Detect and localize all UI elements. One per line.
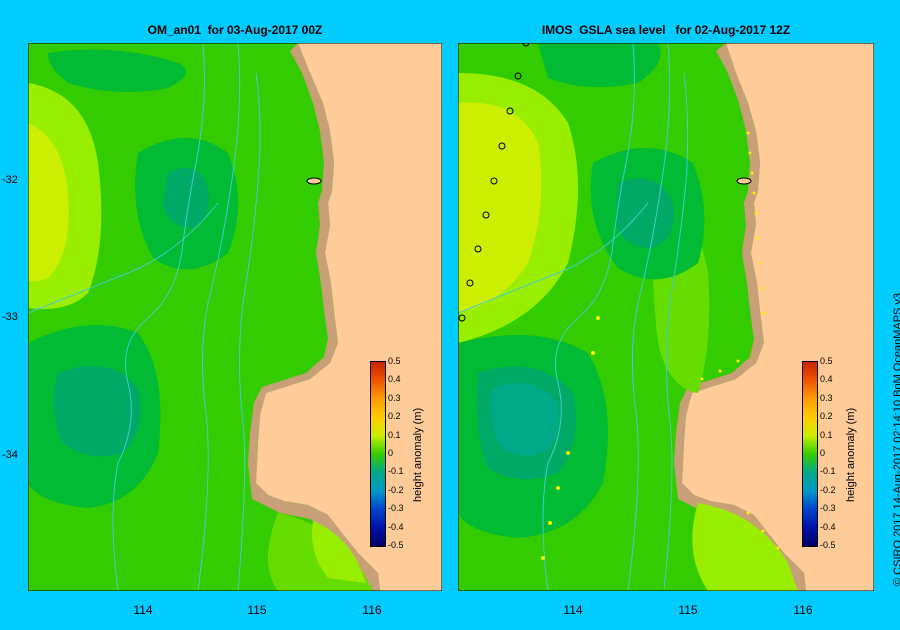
colorbar-tick-label: 0.1	[388, 429, 401, 440]
colorbar-title-left: height anomaly (m)	[412, 407, 424, 502]
colorbar-left	[370, 361, 386, 547]
lon-label-left-116: 116	[362, 603, 382, 617]
colorbar-tick-label: -0.5	[388, 540, 404, 550]
lat-label-34: -34	[2, 449, 18, 461]
colorbar-tick-label: 0.3	[388, 392, 401, 403]
colorbar-tick-label: 0.5	[388, 356, 401, 366]
colorbar-tick-label: -0.4	[820, 521, 836, 532]
colorbar-tick-label: 0	[388, 448, 394, 458]
colorbar-tick-label: -0.1	[820, 466, 836, 477]
credit-text: © CSIRO 2017 14-Aug-2017 02:14:10 BoM Oc…	[892, 292, 900, 586]
lon-label-right-115: 115	[678, 603, 698, 617]
colorbar-tick-label: 0.2	[820, 411, 833, 422]
colorbar-right	[802, 361, 818, 547]
colorbar-tick-label: -0.2	[820, 484, 836, 495]
colorbar-tick-label: -0.1	[388, 466, 404, 477]
anomaly-negative-southwest-inner	[491, 383, 559, 456]
colorbar-tick-label: 0.4	[820, 374, 833, 385]
colorbar-tick-label: -0.5	[820, 540, 836, 550]
panel-title-right: IMOS GSLA sea level for 02-Aug-2017 12Z	[541, 23, 791, 37]
anomaly-negative-north	[48, 49, 186, 92]
anomaly-negative-southwest-core	[54, 365, 141, 457]
bathymetry-contours	[458, 43, 689, 591]
colorbar-tick-label: 0.4	[388, 374, 401, 385]
altimeter-track-markers	[458, 43, 530, 322]
colorbar-tick-label: 0.2	[388, 411, 401, 422]
lon-label-right-114: 114	[563, 603, 583, 617]
lon-label-left-114: 114	[133, 603, 153, 617]
lat-label-32: -32	[2, 174, 18, 186]
anomaly-negative-north	[538, 43, 661, 87]
colorbar-tick-label: 0	[820, 448, 826, 458]
rottnest-island	[306, 177, 322, 185]
map-right-svg	[458, 43, 874, 591]
colorbar-tick-label: -0.2	[388, 484, 404, 495]
colorbar-tick-label: -0.4	[388, 521, 404, 532]
rottnest-island	[736, 177, 752, 185]
map-panel-right	[458, 43, 874, 591]
tide-gauge-markers	[541, 131, 780, 560]
lat-label-33: -33	[2, 311, 18, 323]
anomaly-positive-south-core	[312, 521, 366, 583]
colorbar-tick-label: 0.3	[820, 392, 833, 403]
anomaly-positive-south	[692, 503, 798, 591]
colorbar-tick-label: 0.5	[820, 356, 833, 366]
panel-title-left: OM_an01 for 03-Aug-2017 00Z	[147, 23, 323, 37]
bathymetry-contours	[28, 43, 261, 591]
colorbar-tick-label: -0.3	[388, 503, 404, 514]
anomaly-positive-west-core	[458, 102, 542, 313]
map-left-svg	[28, 43, 442, 591]
colorbar-tick-label: 0.1	[820, 429, 833, 440]
map-panel-left	[28, 43, 442, 591]
anomaly-negative-mid-core	[163, 168, 209, 228]
lon-label-left-115: 115	[247, 603, 267, 617]
colorbar-tick-label: -0.3	[820, 503, 836, 514]
colorbar-title-right: height anomaly (m)	[845, 407, 857, 502]
lon-label-right-116: 116	[793, 603, 813, 617]
anomaly-positive-west-core	[28, 123, 69, 282]
